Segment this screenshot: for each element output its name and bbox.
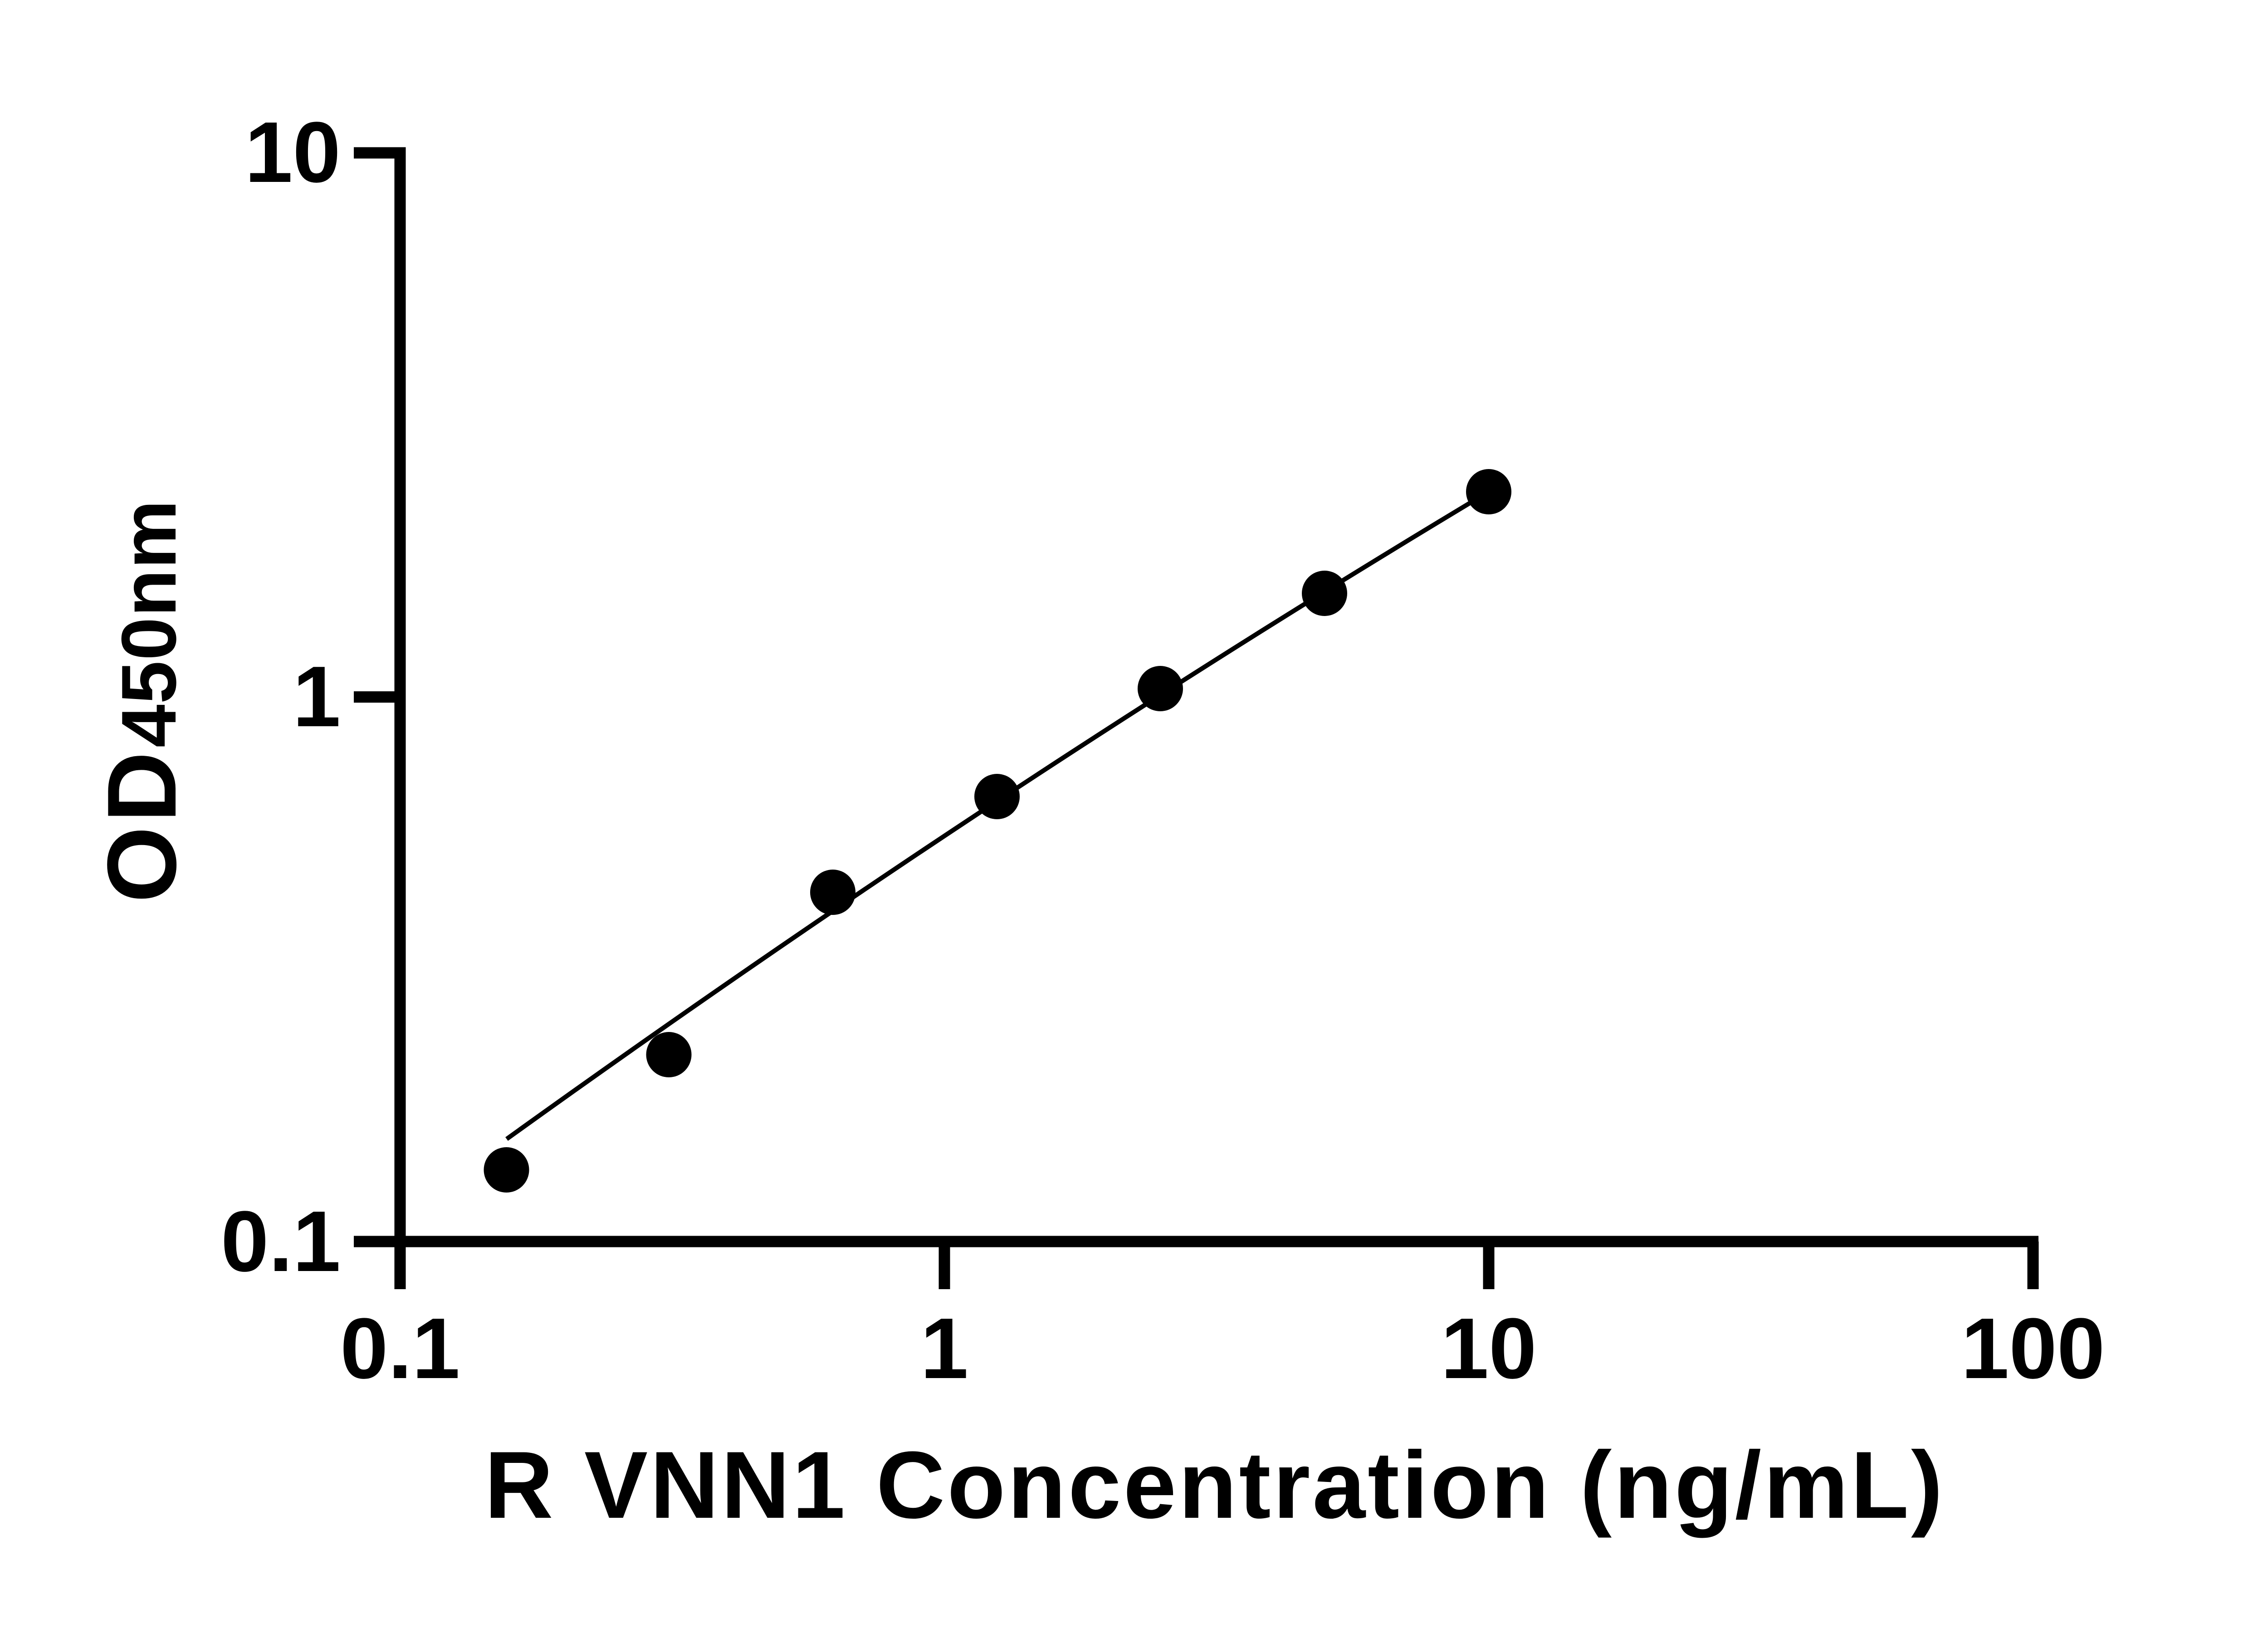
svg-text:100: 100 [1961,1301,2105,1397]
svg-text:0.1: 0.1 [340,1301,460,1397]
svg-text:0.1: 0.1 [221,1193,341,1290]
svg-text:10: 10 [245,104,341,200]
svg-text:R VNN1 Concentration (ng/mL): R VNN1 Concentration (ng/mL) [484,1432,1945,1538]
svg-text:1: 1 [293,649,341,745]
svg-text:1: 1 [920,1301,968,1397]
svg-text:10: 10 [1441,1301,1536,1397]
